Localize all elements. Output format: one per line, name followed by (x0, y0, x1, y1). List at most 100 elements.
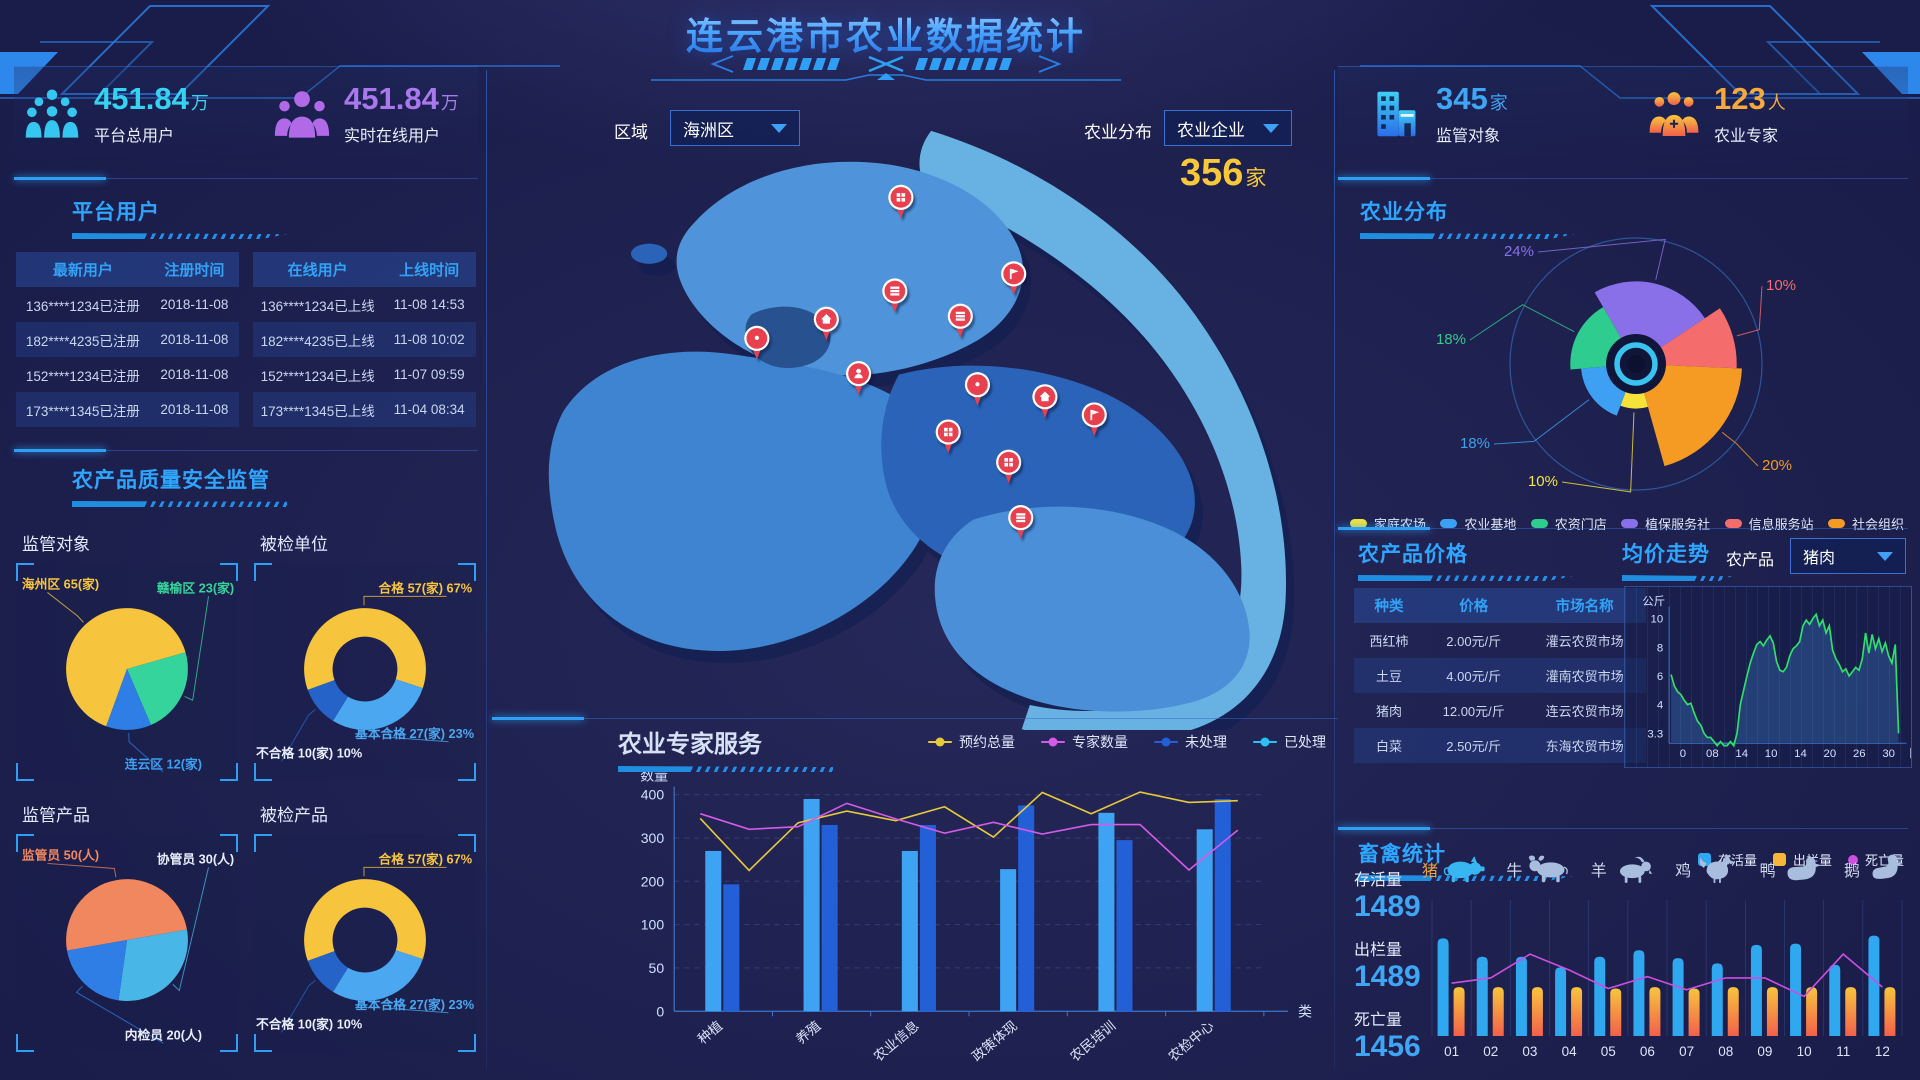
svg-text:6: 6 (1657, 671, 1663, 683)
legend-label: 家庭农场 (1374, 517, 1427, 532)
svg-text:8: 8 (1657, 642, 1663, 654)
goat-icon (1619, 856, 1653, 883)
section-title: 农业专家服务 (618, 731, 762, 758)
users-online-icon (274, 91, 330, 138)
legend-item-专家数量[interactable]: 专家数量 (1041, 732, 1128, 752)
section-title: 农产品价格 (1358, 543, 1468, 566)
column-header: 市场名称 (1523, 588, 1646, 623)
legend-marker (1350, 519, 1367, 528)
svg-text:0: 0 (1680, 748, 1686, 760)
latest-users-table: 最新用户 注册时间 136****1234已注册 2018-11-08 182***… (16, 252, 239, 427)
svg-text:09: 09 (1757, 1044, 1772, 1059)
svg-text:200: 200 (641, 873, 665, 889)
animal-selector-羊[interactable]: 羊 (1591, 852, 1655, 885)
chart-cell-inspected-products: 被检产品 合格 57(家) 67% 基本合格 27(家) 23% 不合格 10(家)… (254, 801, 476, 1052)
map-region-patch[interactable] (745, 306, 831, 369)
divider (1338, 527, 1908, 530)
legend-item-已处理[interactable]: 已处理 (1253, 732, 1326, 752)
chart-box: 合格 57(家) 67% 基本合格 27(家) 23% 不合格 10(家) 10% (254, 563, 476, 781)
map-region-south[interactable] (934, 506, 1250, 712)
legend-marker (1154, 737, 1178, 747)
legend-marker (1041, 737, 1065, 747)
table-row: 白菜 2.50元/斤 东海农贸市场 (1354, 728, 1646, 763)
stat-label: 农业专家 (1714, 127, 1779, 145)
market-pin-icon[interactable] (888, 184, 914, 219)
divider (492, 717, 1338, 720)
table-cell: 182****4235已上线 (260, 333, 375, 349)
table-cell: 136****1234已上线 (260, 298, 375, 314)
person-pin-icon[interactable] (845, 361, 872, 395)
legend-item-预约总量[interactable]: 预约总量 (928, 732, 1015, 752)
animal-selector-牛[interactable]: 牛 (1506, 852, 1570, 885)
region-map[interactable] (498, 124, 1334, 730)
legend-item-信息服务站[interactable]: 信息服务站 (1724, 514, 1814, 533)
svg-text:20: 20 (1824, 748, 1837, 760)
legend-item-社会组织[interactable]: 社会组织 (1827, 514, 1904, 533)
svg-text:18%: 18% (1436, 331, 1466, 348)
map-region-island[interactable] (630, 243, 668, 264)
animal-selector-鸡[interactable]: 鸡 (1675, 852, 1739, 885)
home-pin-icon[interactable] (813, 306, 839, 341)
building-pin-icon[interactable] (996, 449, 1022, 484)
table-cell: 2018-11-08 (160, 332, 229, 347)
table-cell: 西红柿 (1369, 634, 1409, 649)
globe-pin-icon[interactable] (744, 325, 770, 360)
svg-text:14: 14 (1794, 748, 1807, 760)
svg-text:种植: 种植 (695, 1018, 725, 1047)
files-pin-icon[interactable] (935, 419, 961, 454)
stat-agri-experts: 123 人 农业专家 (1648, 82, 1786, 146)
svg-text:0: 0 (656, 1003, 664, 1019)
product-select[interactable]: 猪肉 (1790, 538, 1906, 574)
flag-pin-icon[interactable] (1081, 402, 1107, 437)
list-pin-icon[interactable] (882, 278, 908, 313)
park-pin-icon[interactable] (947, 303, 973, 338)
section-title: 平台用户 (72, 201, 160, 224)
table-cell: 连云农贸市场 (1545, 704, 1624, 719)
center-panel: 区域 海洲区 农业分布 农业企业 356家 农业专家服务 预约总量 专家数量 未处理… (492, 0, 1338, 1080)
animal-selector-猪[interactable]: 猪 (1422, 852, 1486, 885)
chevron-down-icon (1263, 123, 1279, 133)
chart-box: 海州区 65(家) 赣榆区 23(家) 连云区 12(家) (16, 563, 238, 781)
right-stats-row: 345 家 监管对象 123 人 农业专家 (1338, 66, 1908, 178)
legend-item-植保服务社[interactable]: 植保服务社 (1621, 514, 1710, 533)
user-tables: 最新用户 注册时间 136****1234已注册 2018-11-08 182***… (16, 252, 476, 427)
table-cell: 白菜 (1376, 739, 1403, 754)
table-cell: 12.00元/斤 (1442, 704, 1505, 719)
legend-item-农业基地[interactable]: 农业基地 (1440, 514, 1516, 533)
chart-cell-supervised-products: 监管产品 监管员 50(人) 协管员 30(人) 内检员 20(人) (16, 801, 238, 1052)
mountain-pin-icon[interactable] (1032, 384, 1058, 418)
legend-marker (1724, 519, 1742, 528)
price-trend-chart-box: 公斤 3.3 4 6 8 10 0 08 14 10 14 20 26 30 日期 (1624, 586, 1920, 768)
tools-pin-icon[interactable] (1008, 505, 1034, 539)
legend-item-农资门店[interactable]: 农资门店 (1530, 514, 1607, 533)
svg-text:400: 400 (641, 787, 665, 803)
svg-text:合格 57(家) 67%: 合格 57(家) 67% (378, 851, 473, 866)
region-select[interactable]: 海洲区 (670, 110, 800, 146)
distribution-select[interactable]: 农业企业 (1164, 110, 1292, 146)
table-cell: 152****1234已注册 (25, 368, 140, 384)
svg-text:合格 57(家) 67%: 合格 57(家) 67% (378, 580, 473, 595)
svg-text:50: 50 (649, 960, 665, 976)
svg-text:农民培训: 农民培训 (1067, 1018, 1118, 1064)
map-count-unit: 家 (1245, 167, 1267, 190)
svg-text:10: 10 (1797, 1044, 1812, 1059)
column-header: 在线用户 (253, 252, 383, 287)
legend-item-家庭农场[interactable]: 家庭农场 (1350, 514, 1426, 533)
section-platform-users: 平台用户 (72, 196, 287, 239)
legend-label: 已处理 (1284, 734, 1326, 750)
animal-selector-鹅[interactable]: 鹅 (1844, 852, 1908, 885)
svg-text:日期: 日期 (1908, 747, 1911, 760)
legend-item-未处理[interactable]: 未处理 (1154, 732, 1227, 752)
svg-text:不合格 10(家) 10%: 不合格 10(家) 10% (256, 745, 362, 760)
stat-value: 451.84 (94, 81, 189, 116)
table-row: 152****1234已注册 2018-11-08 (16, 357, 239, 392)
location-pin-icon[interactable] (964, 372, 991, 406)
bookmark-pin-icon[interactable] (1001, 261, 1027, 296)
map-region-west[interactable] (548, 351, 939, 652)
stat-value: 451.84 (344, 81, 439, 116)
legend-marker (1440, 519, 1458, 528)
svg-text:4: 4 (1657, 700, 1663, 712)
svg-text:18%: 18% (1460, 435, 1490, 452)
stat-label: 存活量 (1354, 872, 1403, 889)
animal-selector-鸭[interactable]: 鸭 (1760, 852, 1824, 885)
